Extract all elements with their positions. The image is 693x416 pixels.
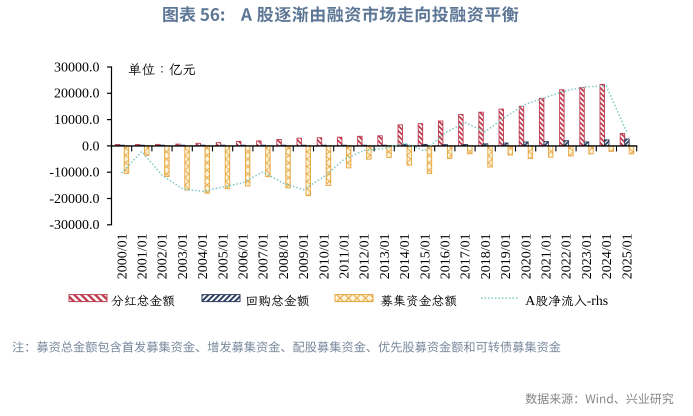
svg-text:2011/01: 2011/01 bbox=[338, 233, 353, 278]
svg-text:10000.0: 10000.0 bbox=[54, 113, 100, 128]
svg-text:2017/01: 2017/01 bbox=[459, 233, 474, 279]
svg-text:2013/01: 2013/01 bbox=[378, 233, 393, 279]
svg-text:A: A bbox=[525, 293, 535, 308]
svg-text:2018/01: 2018/01 bbox=[479, 233, 494, 279]
svg-text:2001/01: 2001/01 bbox=[136, 233, 151, 279]
svg-text:2006/01: 2006/01 bbox=[237, 233, 252, 279]
svg-text:2012/01: 2012/01 bbox=[358, 233, 373, 279]
svg-text:2025/01: 2025/01 bbox=[620, 233, 635, 279]
svg-text:2014/01: 2014/01 bbox=[398, 233, 413, 279]
svg-text:-10000.0: -10000.0 bbox=[49, 166, 99, 181]
svg-text:2022/01: 2022/01 bbox=[560, 233, 575, 279]
svg-text:2019/01: 2019/01 bbox=[499, 233, 514, 279]
svg-text:2007/01: 2007/01 bbox=[257, 233, 272, 279]
svg-text:2004/01: 2004/01 bbox=[196, 233, 211, 279]
svg-text:-20000.0: -20000.0 bbox=[49, 192, 99, 207]
svg-text:2020/01: 2020/01 bbox=[519, 233, 534, 279]
svg-text:2021/01: 2021/01 bbox=[540, 233, 555, 279]
svg-text:2000/01: 2000/01 bbox=[115, 233, 130, 279]
svg-text:2024/01: 2024/01 bbox=[600, 233, 615, 279]
svg-text:30000.0: 30000.0 bbox=[54, 60, 100, 75]
svg-text:20000.0: 20000.0 bbox=[54, 87, 100, 102]
svg-text:-30000.0: -30000.0 bbox=[49, 218, 99, 233]
svg-text:2005/01: 2005/01 bbox=[216, 233, 231, 279]
svg-text:2009/01: 2009/01 bbox=[297, 233, 312, 279]
svg-text:2023/01: 2023/01 bbox=[580, 233, 595, 279]
svg-text:2010/01: 2010/01 bbox=[317, 233, 332, 279]
svg-text:-rhs: -rhs bbox=[587, 293, 608, 308]
svg-text:2008/01: 2008/01 bbox=[277, 233, 292, 279]
svg-text:2002/01: 2002/01 bbox=[156, 233, 171, 279]
svg-text:0.0: 0.0 bbox=[82, 139, 100, 154]
svg-text:2016/01: 2016/01 bbox=[439, 233, 454, 279]
svg-text:2003/01: 2003/01 bbox=[176, 233, 191, 279]
svg-text:2015/01: 2015/01 bbox=[418, 233, 433, 279]
